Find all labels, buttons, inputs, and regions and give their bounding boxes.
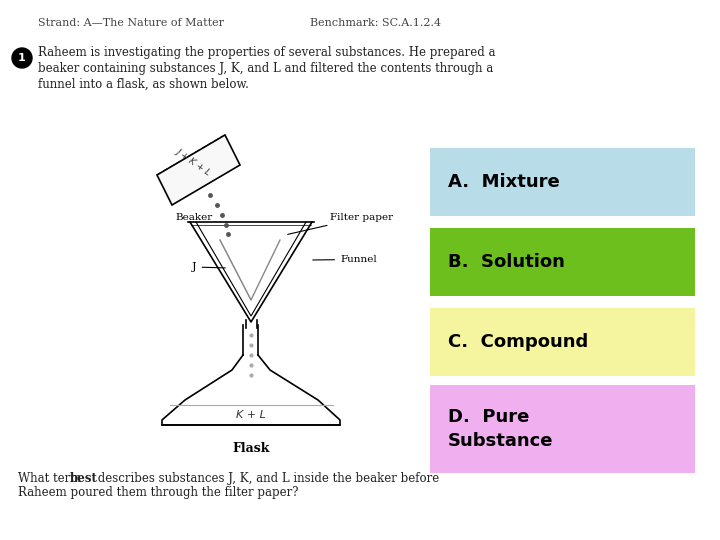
Text: Benchmark: SC.A.1.2.4: Benchmark: SC.A.1.2.4 (310, 18, 441, 28)
Polygon shape (157, 135, 240, 205)
Text: funnel into a flask, as shown below.: funnel into a flask, as shown below. (38, 78, 249, 91)
Text: Strand: A—The Nature of Matter: Strand: A—The Nature of Matter (38, 18, 224, 28)
Text: 1: 1 (18, 53, 26, 63)
Text: B.  Solution: B. Solution (448, 253, 565, 271)
FancyBboxPatch shape (430, 308, 695, 376)
FancyBboxPatch shape (430, 228, 695, 296)
Text: Beaker: Beaker (175, 213, 212, 222)
Text: D.  Pure
Substance: D. Pure Substance (448, 408, 554, 450)
Text: What term: What term (18, 472, 85, 485)
Text: Raheem is investigating the properties of several substances. He prepared a: Raheem is investigating the properties o… (38, 46, 495, 59)
Text: Filter paper: Filter paper (288, 213, 393, 234)
FancyBboxPatch shape (430, 148, 695, 216)
Text: J: J (192, 262, 225, 272)
FancyBboxPatch shape (430, 385, 695, 473)
Text: J + K + L: J + K + L (174, 147, 212, 177)
Text: C.  Compound: C. Compound (448, 333, 588, 351)
Text: Raheem poured them through the filter paper?: Raheem poured them through the filter pa… (18, 486, 299, 499)
Text: K + L: K + L (236, 410, 266, 420)
Text: Funnel: Funnel (312, 255, 377, 264)
Text: Flask: Flask (233, 442, 270, 455)
Text: best: best (70, 472, 98, 485)
Circle shape (12, 48, 32, 68)
Text: A.  Mixture: A. Mixture (448, 173, 559, 191)
Text: beaker containing substances J, K, and L and filtered the contents through a: beaker containing substances J, K, and L… (38, 62, 493, 75)
Text: describes substances J, K, and L inside the beaker before: describes substances J, K, and L inside … (94, 472, 439, 485)
